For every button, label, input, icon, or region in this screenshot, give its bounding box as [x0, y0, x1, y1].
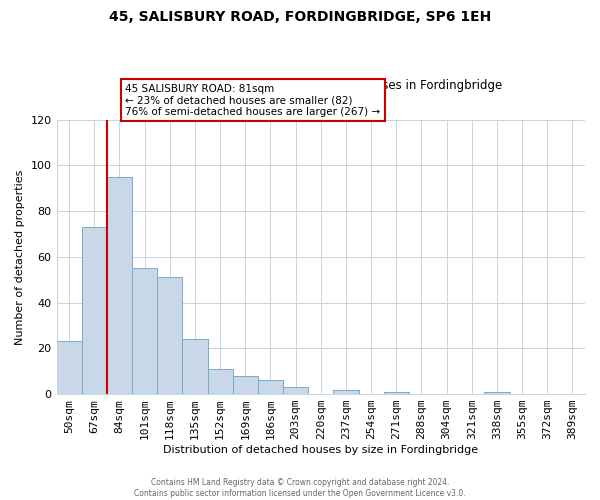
- Bar: [56, 342, 82, 394]
- Bar: [258, 380, 283, 394]
- Bar: [484, 392, 509, 394]
- Bar: [182, 339, 208, 394]
- Bar: [107, 176, 132, 394]
- Y-axis label: Number of detached properties: Number of detached properties: [15, 169, 25, 344]
- Bar: [334, 390, 359, 394]
- Bar: [383, 392, 409, 394]
- Bar: [208, 369, 233, 394]
- Text: Contains HM Land Registry data © Crown copyright and database right 2024.
Contai: Contains HM Land Registry data © Crown c…: [134, 478, 466, 498]
- Bar: [132, 268, 157, 394]
- X-axis label: Distribution of detached houses by size in Fordingbridge: Distribution of detached houses by size …: [163, 445, 478, 455]
- Bar: [233, 376, 258, 394]
- Bar: [157, 278, 182, 394]
- Bar: [82, 227, 107, 394]
- Bar: [283, 387, 308, 394]
- Text: 45 SALISBURY ROAD: 81sqm
← 23% of detached houses are smaller (82)
76% of semi-d: 45 SALISBURY ROAD: 81sqm ← 23% of detach…: [125, 84, 380, 117]
- Text: 45, SALISBURY ROAD, FORDINGBRIDGE, SP6 1EH: 45, SALISBURY ROAD, FORDINGBRIDGE, SP6 1…: [109, 10, 491, 24]
- Title: Size of property relative to detached houses in Fordingbridge: Size of property relative to detached ho…: [139, 79, 502, 92]
